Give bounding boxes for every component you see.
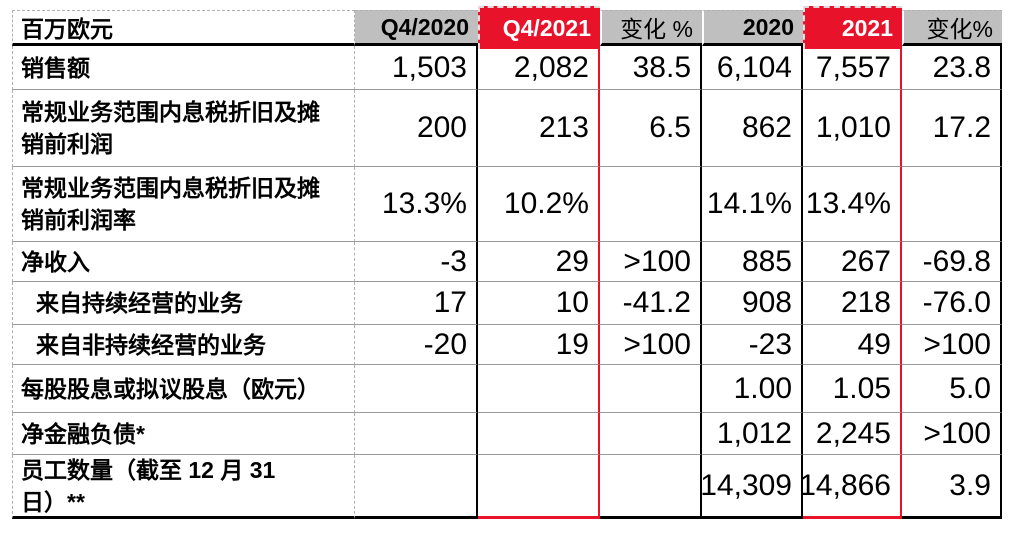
value-cell: -23 [702, 325, 803, 365]
value-cell: >100 [902, 413, 1002, 455]
value-cell: 908 [702, 282, 803, 325]
row-label: 净金融负债* [12, 413, 355, 455]
value-cell: 6.5 [600, 90, 702, 167]
row-label: 常规业务范围内息税折旧及摊 销前利润率 [12, 167, 355, 242]
value-cell: 14,309 [700, 455, 803, 519]
column-header-change-year: 变化% [902, 10, 1002, 46]
column-header-metric: 百万欧元 [12, 10, 355, 46]
value-cell: 218 [803, 282, 902, 325]
value-cell: -3 [355, 242, 478, 282]
value-cell: 213 [478, 90, 600, 167]
row-label: 净收入 [12, 242, 355, 282]
column-header-q4-2020: Q4/2020 [355, 10, 478, 46]
row-label: 销售额 [12, 46, 355, 90]
value-cell [902, 167, 1002, 242]
column-header-fy-2021: 2021 [803, 6, 902, 49]
value-cell: 38.5 [600, 46, 702, 90]
value-cell: 1.05 [803, 365, 902, 413]
row-label: 来自持续经营的业务 [12, 282, 355, 325]
value-cell: -20 [355, 325, 478, 365]
value-cell [600, 167, 702, 242]
value-cell: 23.8 [902, 46, 1002, 90]
value-cell: 10 [478, 282, 600, 325]
value-cell: 1.00 [702, 365, 803, 413]
value-cell: 19 [478, 325, 600, 365]
value-cell: 1,503 [355, 46, 478, 90]
value-cell: 17.2 [902, 90, 1002, 167]
row-label: 每股股息或拟议股息（欧元） [12, 365, 355, 413]
value-cell: >100 [902, 325, 1002, 365]
value-cell: 10.2% [478, 167, 600, 242]
value-cell: 29 [478, 242, 600, 282]
column-header-fy-2020: 2020 [702, 10, 803, 46]
value-cell: 862 [702, 90, 803, 167]
value-cell: 7,557 [803, 46, 902, 90]
row-label: 来自非持续经营的业务 [12, 325, 355, 365]
value-cell: 49 [803, 325, 902, 365]
value-cell: -69.8 [902, 242, 1002, 282]
value-cell [355, 455, 478, 519]
value-cell: 1,010 [803, 90, 902, 167]
row-label: 员工数量（截至 12 月 31 日）** [12, 455, 355, 519]
column-header-change-quarter: 变化 % [600, 10, 702, 46]
value-cell: 200 [355, 90, 478, 167]
value-cell: 267 [803, 242, 902, 282]
value-cell: -76.0 [902, 282, 1002, 325]
value-cell: -41.2 [600, 282, 702, 325]
value-cell [478, 365, 600, 413]
value-cell [600, 413, 702, 455]
value-cell: 3.9 [902, 455, 1002, 519]
value-cell: 2,082 [478, 46, 600, 90]
value-cell: 13.4% [803, 167, 902, 242]
value-cell: 14,866 [799, 455, 902, 519]
value-cell [478, 413, 600, 455]
financial-results-table: 百万欧元 Q4/2020 Q4/2021 变化 % 2020 2021 变化% 销售额 1,50… [12, 6, 1002, 519]
value-cell: >100 [600, 242, 702, 282]
column-header-q4-2021: Q4/2021 [478, 6, 600, 49]
value-cell [355, 365, 478, 413]
value-cell [600, 365, 702, 413]
value-cell: 2,245 [803, 413, 902, 455]
value-cell [478, 455, 600, 519]
value-cell [600, 455, 702, 519]
value-cell: 885 [702, 242, 803, 282]
row-label: 常规业务范围内息税折旧及摊 销前利润 [12, 90, 355, 167]
value-cell [355, 413, 478, 455]
value-cell: 6,104 [702, 46, 803, 90]
value-cell: 5.0 [902, 365, 1002, 413]
value-cell: 17 [355, 282, 478, 325]
value-cell: 13.3% [355, 167, 478, 242]
value-cell: >100 [600, 325, 702, 365]
value-cell: 14.1% [702, 167, 803, 242]
value-cell: 1,012 [702, 413, 803, 455]
